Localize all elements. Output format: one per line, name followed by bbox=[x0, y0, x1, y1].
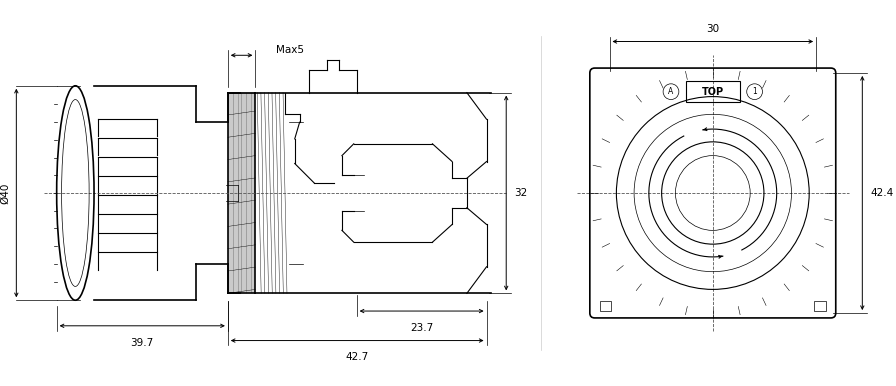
Text: 30: 30 bbox=[706, 24, 719, 34]
Text: 42.4: 42.4 bbox=[870, 188, 893, 198]
Text: 23.7: 23.7 bbox=[410, 323, 434, 333]
Text: A: A bbox=[668, 87, 674, 96]
Bar bbox=[599, 301, 611, 311]
Text: 32: 32 bbox=[514, 188, 528, 198]
Bar bbox=[814, 301, 826, 311]
Text: Ø40: Ø40 bbox=[0, 182, 11, 204]
Bar bbox=[685, 81, 740, 103]
Text: 1: 1 bbox=[753, 87, 757, 96]
Text: TOP: TOP bbox=[702, 87, 724, 96]
Text: 39.7: 39.7 bbox=[131, 338, 154, 348]
Text: Max5: Max5 bbox=[276, 46, 304, 55]
Text: 42.7: 42.7 bbox=[346, 352, 369, 362]
